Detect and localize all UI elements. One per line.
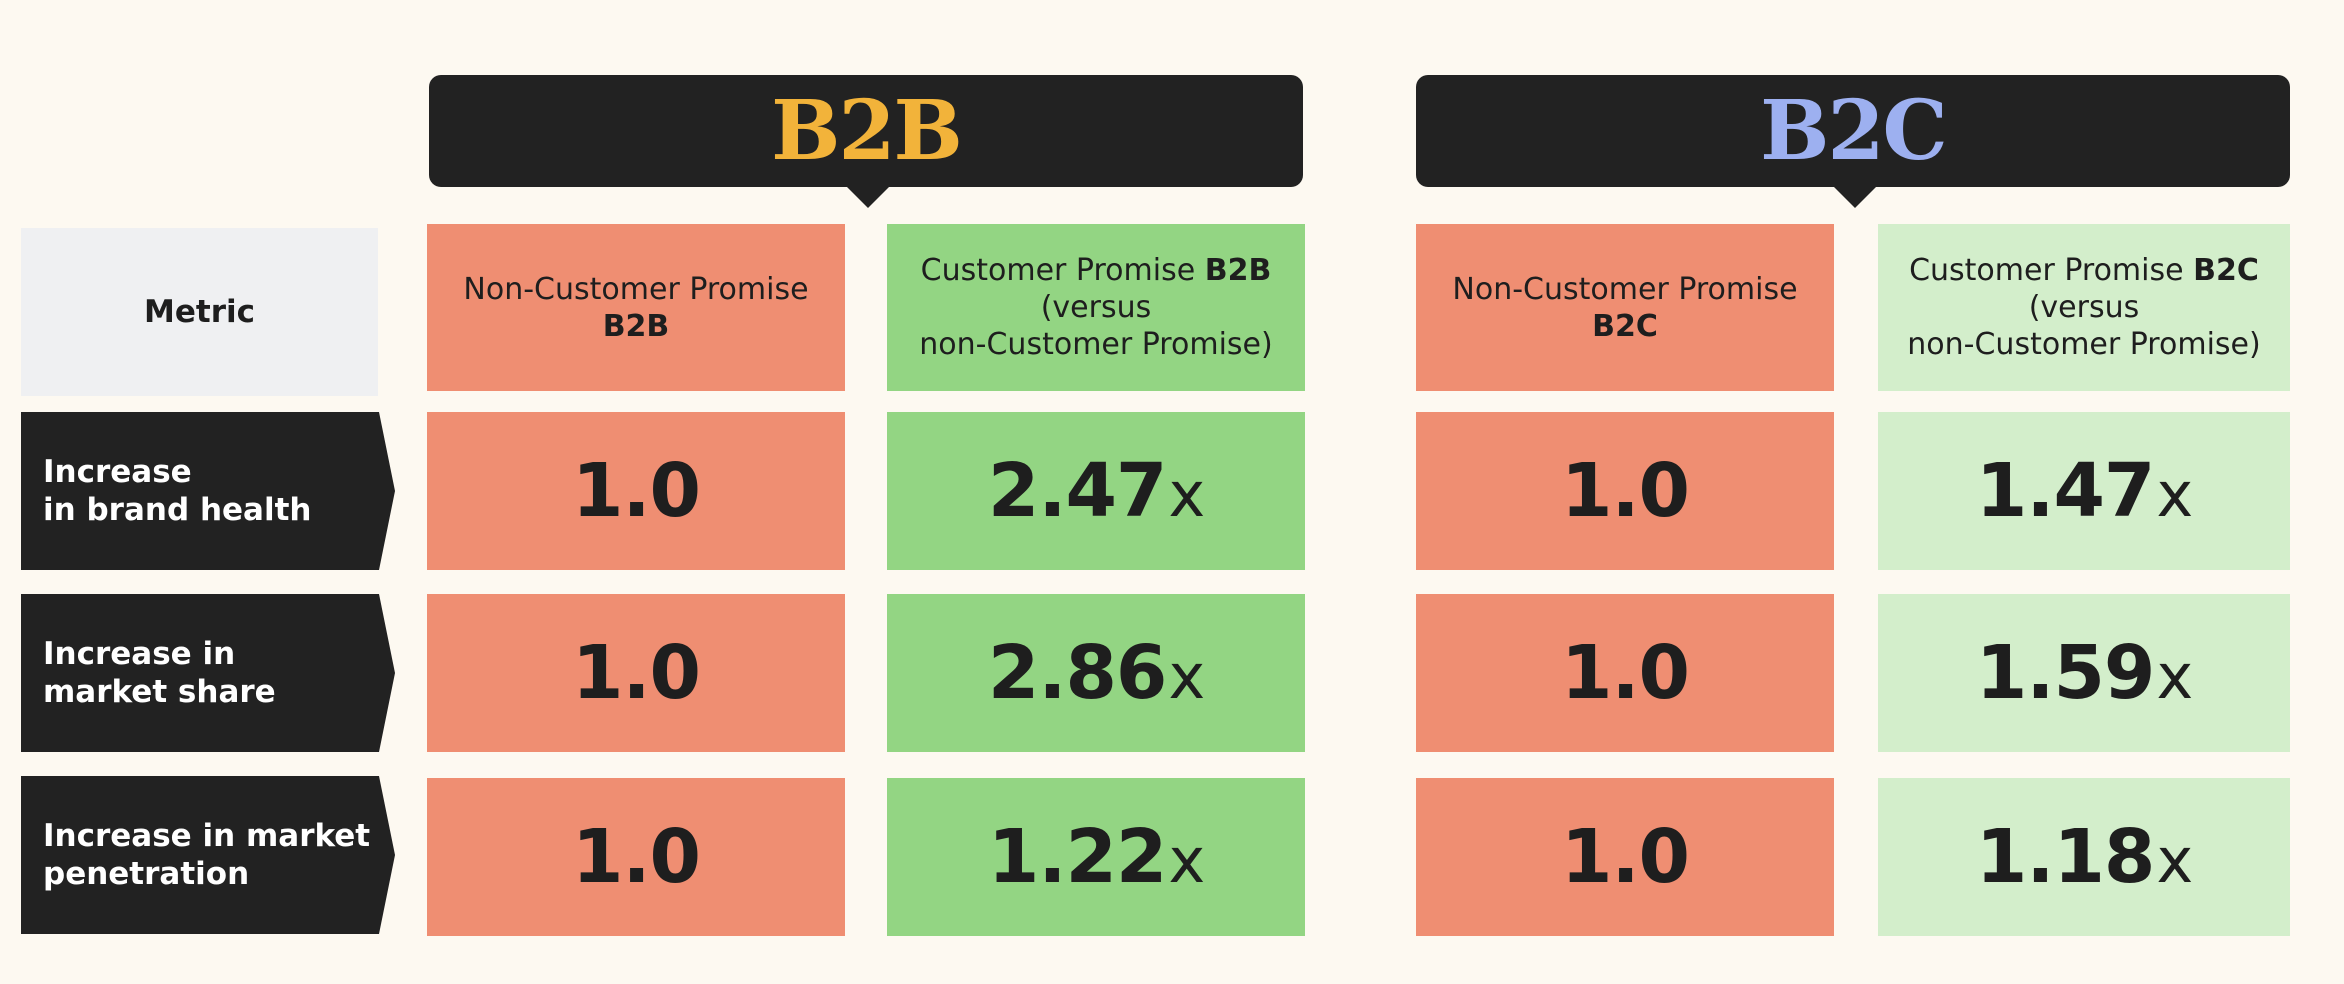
multiplier-unit: x xyxy=(1168,824,1204,897)
row-label-market-share: Increase in market share xyxy=(21,594,397,752)
column-header-text: Non-Customer Promise xyxy=(1452,272,1797,307)
value-text: 1.0 xyxy=(1561,820,1689,894)
value-cell: 1.22x xyxy=(887,778,1305,936)
multiplier-unit: x xyxy=(1168,640,1204,713)
column-header-bold: B2B xyxy=(603,309,670,344)
value-text: 1.0 xyxy=(572,636,700,710)
multiplier-unit: x xyxy=(2156,640,2192,713)
value-text: 1.18 xyxy=(1976,814,2155,900)
value-cell: 1.0 xyxy=(1416,778,1834,936)
column-header-text: Customer Promise xyxy=(1909,253,2184,288)
column-header-line2: (versus xyxy=(2029,290,2140,325)
column-header-bold: B2C xyxy=(1592,309,1658,344)
value-cell: 1.0 xyxy=(427,778,845,936)
value-text: 1.59 xyxy=(1976,630,2155,716)
b2b-banner-pointer xyxy=(846,186,890,208)
column-header-non-promise-b2c: Non-Customer Promise B2C xyxy=(1416,224,1834,391)
value-cell: 1.0 xyxy=(1416,594,1834,752)
value-text: 2.47 xyxy=(988,448,1167,534)
row-label-text: Increase in market share xyxy=(43,635,276,711)
value-cell: 1.0 xyxy=(427,412,845,570)
value-cell: 2.47x xyxy=(887,412,1305,570)
column-header-text: Non-Customer Promise xyxy=(463,272,808,307)
column-header-promise-b2b: Customer Promise B2B (versus non-Custome… xyxy=(887,224,1305,391)
column-header-bold: B2B xyxy=(1205,253,1272,288)
value-text: 1.0 xyxy=(572,454,700,528)
multiplier-unit: x xyxy=(1168,458,1204,531)
value-cell: 1.47x xyxy=(1878,412,2290,570)
multiplier-unit: x xyxy=(2156,824,2192,897)
column-header-non-promise-b2b: Non-Customer Promise B2B xyxy=(427,224,845,391)
value-cell: 1.0 xyxy=(427,594,845,752)
b2c-title: B2C xyxy=(1760,90,1946,172)
metric-header: Metric xyxy=(21,228,378,396)
b2b-title: B2B xyxy=(771,90,961,172)
b2c-banner-pointer xyxy=(1833,186,1877,208)
multiplier-unit: x xyxy=(2156,458,2192,531)
row-label-market-penetration: Increase in market penetration xyxy=(21,776,397,934)
value-cell: 1.59x xyxy=(1878,594,2290,752)
column-header-line2: (versus xyxy=(1041,290,1152,325)
b2c-banner: B2C xyxy=(1416,75,2290,187)
value-text: 1.0 xyxy=(572,820,700,894)
value-cell: 1.18x xyxy=(1878,778,2290,936)
column-header-text: Customer Promise xyxy=(921,253,1196,288)
value-text: 1.0 xyxy=(1561,636,1689,710)
column-header-promise-b2c: Customer Promise B2C (versus non-Custome… xyxy=(1878,224,2290,391)
b2b-banner: B2B xyxy=(429,75,1303,187)
row-label-brand-health: Increase in brand health xyxy=(21,412,397,570)
row-label-text: Increase in market penetration xyxy=(43,817,370,893)
value-cell: 1.0 xyxy=(1416,412,1834,570)
column-header-line3: non-Customer Promise) xyxy=(919,327,1272,362)
value-text: 1.47 xyxy=(1976,448,2155,534)
column-header-bold: B2C xyxy=(2193,253,2259,288)
column-header-line3: non-Customer Promise) xyxy=(1907,327,2260,362)
value-text: 1.22 xyxy=(988,814,1167,900)
value-text: 2.86 xyxy=(988,630,1167,716)
row-label-text: Increase in brand health xyxy=(43,453,311,529)
value-text: 1.0 xyxy=(1561,454,1689,528)
value-cell: 2.86x xyxy=(887,594,1305,752)
